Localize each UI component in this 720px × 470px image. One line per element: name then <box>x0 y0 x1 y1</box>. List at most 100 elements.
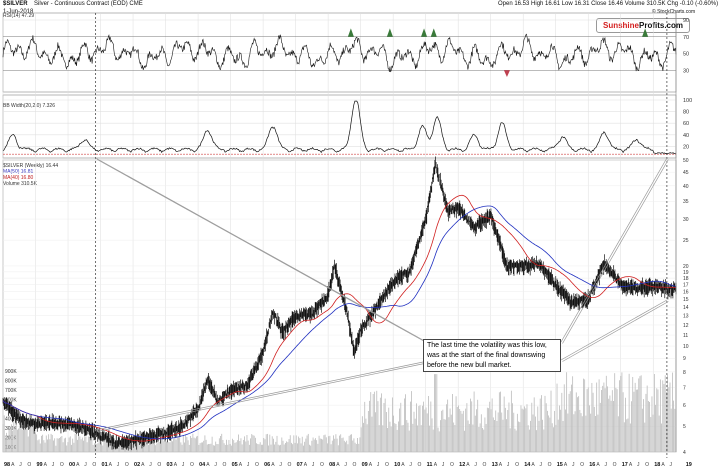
pointer-line-to-price <box>97 363 425 432</box>
x-month-label: J <box>442 462 445 468</box>
x-month-label: J <box>344 462 347 468</box>
pointer-line-to-bbwidth <box>96 159 425 342</box>
price-tick-label: 6 <box>683 403 686 409</box>
x-month-label: A <box>564 462 568 468</box>
x-month-label: A <box>596 462 600 468</box>
x-year-label: 09 <box>362 462 368 468</box>
price-tick-label: 18 <box>683 276 689 282</box>
brand-logo-part1: Sunshine <box>602 21 639 30</box>
x-month-label: J <box>669 462 672 468</box>
x-month-label: A <box>401 462 405 468</box>
price-tick-label: 11 <box>683 333 688 339</box>
x-month-label: A <box>629 462 633 468</box>
x-month-label: J <box>182 462 185 468</box>
x-month-label: A <box>174 462 178 468</box>
rsi-overbought-fill <box>347 28 354 37</box>
annotation-line-3: before the new bull market. <box>427 362 512 369</box>
rsi-tick-label: 70 <box>683 35 689 41</box>
price-tick-label: 10 <box>683 344 689 350</box>
pointer-line-to-bbwidth <box>95 157 424 341</box>
volume-tick-label: 400K <box>5 417 17 423</box>
bb-tick-label: 80 <box>683 110 689 116</box>
x-month-label: J <box>52 462 55 468</box>
price-tick-label: 25 <box>683 238 689 244</box>
pointer-line-to-price <box>95 361 424 431</box>
bb-tick-label: 20 <box>683 144 689 150</box>
x-month-label: A <box>44 462 48 468</box>
ohlc-readout: Open 16.53 High 16.61 Low 16.31 Close 16… <box>498 1 719 7</box>
price-tick-label: 5 <box>683 424 686 430</box>
bbwidth-line <box>2 100 677 155</box>
x-month-label: A <box>466 462 470 468</box>
price-tick-label: 50 <box>683 158 689 164</box>
x-month-label: O <box>255 462 259 468</box>
rsi-label: RSI(14) 47.29 <box>3 13 35 19</box>
x-month-label: J <box>409 462 412 468</box>
price-tick-label: 35 <box>683 199 689 205</box>
price-tick-label: 15 <box>683 297 689 303</box>
rsi-overbought-fill <box>430 28 437 37</box>
x-month-label: O <box>157 462 161 468</box>
pointer-line-to-current-bbwidth <box>560 157 668 343</box>
x-year-label: 05 <box>232 462 238 468</box>
x-year-label: 18 <box>654 462 660 468</box>
x-month-label: O <box>418 462 422 468</box>
x-month-label: A <box>434 462 438 468</box>
x-month-label: O <box>580 462 584 468</box>
x-year-label: 01 <box>102 462 108 468</box>
rsi-tick-label: 30 <box>683 68 689 74</box>
x-month-label: J <box>572 462 575 468</box>
bb-tick-label: 100 <box>683 98 692 104</box>
x-year-label: 06 <box>264 462 270 468</box>
x-month-label: J <box>312 462 315 468</box>
x-year-label: 16 <box>589 462 595 468</box>
x-month-label: O <box>190 462 194 468</box>
x-month-label: O <box>222 462 226 468</box>
x-year-label: 03 <box>167 462 173 468</box>
x-year-label: 98 <box>4 462 10 468</box>
x-year-label: 08 <box>329 462 335 468</box>
rsi-overbought-fill <box>421 28 428 37</box>
brand-logo-part2: Profits.com <box>639 21 684 30</box>
x-month-label: J <box>84 462 87 468</box>
brand-logo[interactable]: SunshineProfits.com <box>596 18 690 33</box>
x-year-label: 17 <box>622 462 628 468</box>
x-month-label: A <box>531 462 535 468</box>
x-month-label: A <box>206 462 210 468</box>
x-month-label: A <box>109 462 113 468</box>
x-month-label: J <box>214 462 217 468</box>
x-month-label: O <box>613 462 617 468</box>
chart-symbol: $SILVER <box>3 1 28 7</box>
x-month-label: A <box>304 462 308 468</box>
x-month-label: J <box>507 462 510 468</box>
x-year-label: 00 <box>69 462 75 468</box>
x-month-label: A <box>336 462 340 468</box>
volatility-annotation: The last time the volatility was this lo… <box>423 339 561 372</box>
x-month-label: O <box>515 462 519 468</box>
volume-tick-label: 600K <box>5 398 17 404</box>
price-tick-label: 45 <box>683 170 689 176</box>
x-year-label: 15 <box>557 462 563 468</box>
chart-subtitle: Silver - Continuous Contract (EOD) CME <box>34 1 143 7</box>
x-month-label: J <box>279 462 282 468</box>
x-month-label: O <box>27 462 31 468</box>
price-tick-label: 14 <box>683 305 689 311</box>
stockcharts-credit: © StockCharts.com <box>652 9 696 15</box>
bbwidth-label: BB Width(20,2.0) 7.326 <box>3 103 55 109</box>
x-year-label: 99 <box>37 462 43 468</box>
x-year-label: 11 <box>427 462 433 468</box>
price-tick-label: 9 <box>683 356 686 362</box>
x-year-label: 02 <box>134 462 140 468</box>
x-month-label: J <box>117 462 120 468</box>
x-year-label: 10 <box>394 462 400 468</box>
price-tick-label: 8 <box>683 370 686 376</box>
annotation-line-1: The last time the volatility was this lo… <box>427 342 547 349</box>
x-year-label: 13 <box>492 462 498 468</box>
price-tick-label: 20 <box>683 264 689 270</box>
x-month-label: A <box>11 462 15 468</box>
price-tick-label: 16 <box>683 290 689 296</box>
price-tick-label: 4 <box>683 450 686 456</box>
x-month-label: O <box>60 462 64 468</box>
x-month-label: A <box>499 462 503 468</box>
